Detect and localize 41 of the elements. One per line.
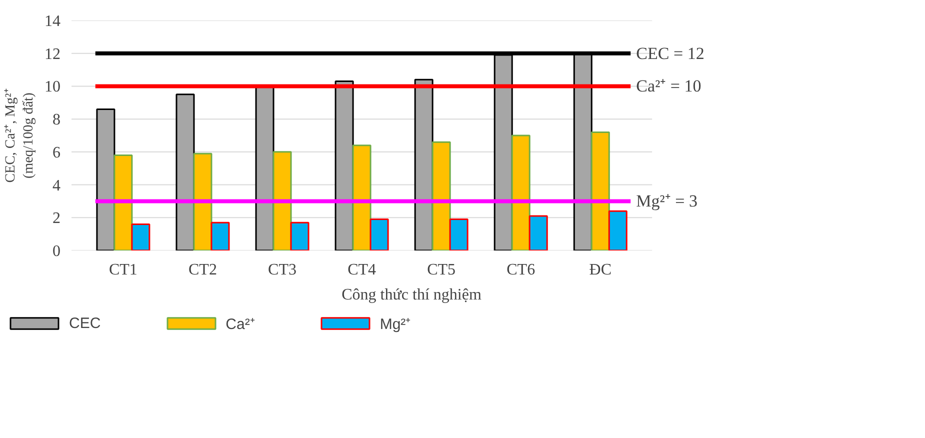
- y-tick-label: 6: [52, 144, 60, 162]
- legend-label: CEC: [69, 314, 101, 332]
- bar: [590, 131, 610, 250]
- y-tick-label: 2: [52, 210, 60, 228]
- y-tick-label: 8: [52, 112, 60, 129]
- x-axis-title: Công thức thí nghiệm: [342, 286, 482, 304]
- y-tick-label: 14: [44, 13, 60, 30]
- bar: [96, 108, 116, 250]
- y-axis-title: CEC, Ca²⁺, Mg²⁺ (meq/100g đất): [4, 88, 36, 183]
- x-tick-label: CT4: [348, 262, 376, 278]
- y-tick-label: 10: [44, 78, 60, 96]
- bar: [608, 210, 628, 250]
- x-tick-label: CT5: [427, 262, 456, 278]
- bar: [370, 218, 389, 250]
- y-tick-label: 12: [44, 46, 60, 63]
- x-tick-label: ĐC: [589, 262, 612, 278]
- bar: [334, 80, 354, 250]
- bar: [210, 222, 230, 250]
- ref-line-label: Mg²⁺ = 3: [636, 192, 698, 211]
- bar: [414, 78, 434, 250]
- bar: [176, 94, 195, 250]
- bar: [272, 151, 292, 250]
- x-tick-label: CT3: [268, 262, 296, 278]
- bar: [449, 218, 468, 250]
- ref-line-label: CEC = 12: [636, 44, 704, 63]
- y-tick-label: 0: [52, 243, 60, 260]
- ref-line-label: Ca²⁺ = 10: [636, 76, 702, 96]
- bar: [290, 222, 310, 250]
- x-tick-label: CT2: [188, 262, 217, 278]
- bar: [511, 134, 530, 250]
- bar: [131, 223, 150, 250]
- x-tick-label: CT6: [506, 262, 536, 278]
- bar: [193, 152, 212, 250]
- legend-label: Ca²⁺: [226, 315, 255, 333]
- y-tick-label: 4: [52, 177, 60, 194]
- legend-label: Mg²⁺: [380, 315, 411, 333]
- bar: [528, 215, 548, 250]
- bar: [114, 154, 133, 250]
- x-tick-label: CT1: [108, 262, 138, 278]
- bar: [352, 144, 372, 250]
- bar: [432, 141, 451, 250]
